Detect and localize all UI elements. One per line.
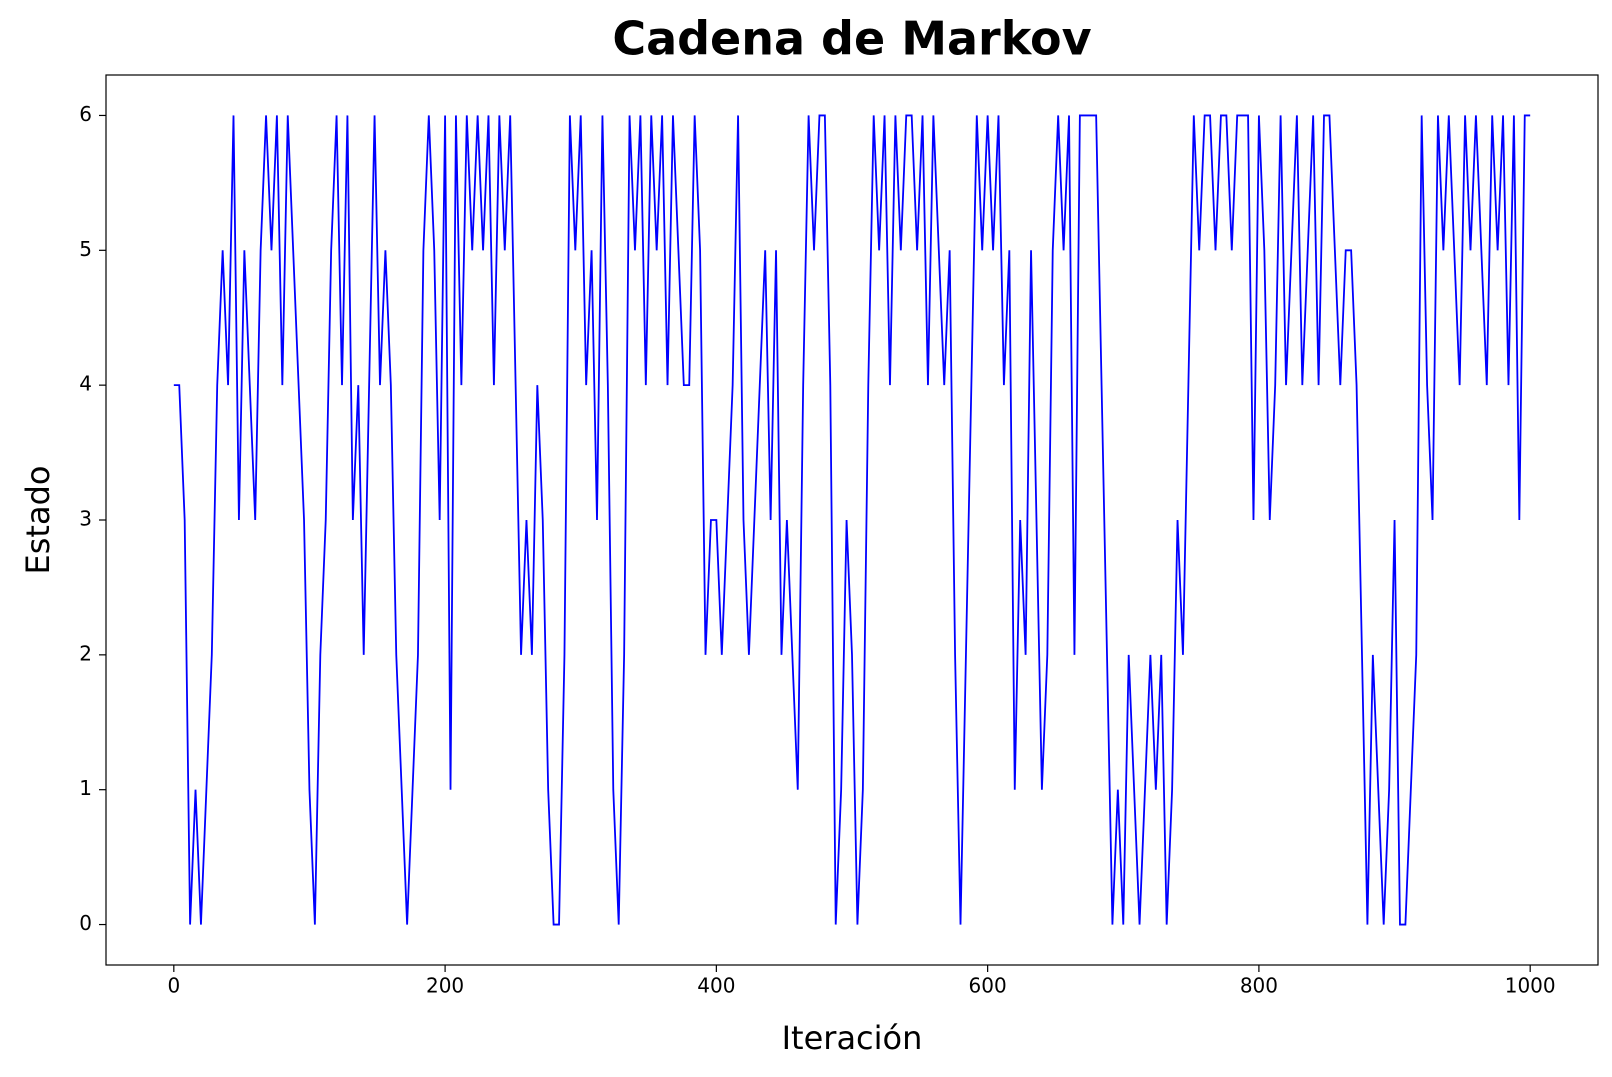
y-tick-label: 6 xyxy=(79,102,92,126)
y-tick-label: 4 xyxy=(79,372,92,396)
x-tick-label: 0 xyxy=(167,974,180,998)
x-axis-label: Iteración xyxy=(782,1019,923,1057)
y-tick-label: 2 xyxy=(79,641,92,665)
x-tick-label: 800 xyxy=(1240,974,1278,998)
x-tick-label: 400 xyxy=(697,974,735,998)
y-axis-label: Estado xyxy=(19,466,57,575)
chart-title: Cadena de Markov xyxy=(612,12,1091,66)
x-tick-label: 1000 xyxy=(1505,974,1556,998)
line-series xyxy=(173,114,1531,926)
y-tick-label: 5 xyxy=(79,237,92,261)
y-tick-label: 3 xyxy=(79,507,92,531)
plot-frame xyxy=(105,74,1599,966)
x-tick-label: 200 xyxy=(426,974,464,998)
x-tick-label: 600 xyxy=(969,974,1007,998)
y-tick-label: 0 xyxy=(79,911,92,935)
y-tick-label: 1 xyxy=(79,776,92,800)
